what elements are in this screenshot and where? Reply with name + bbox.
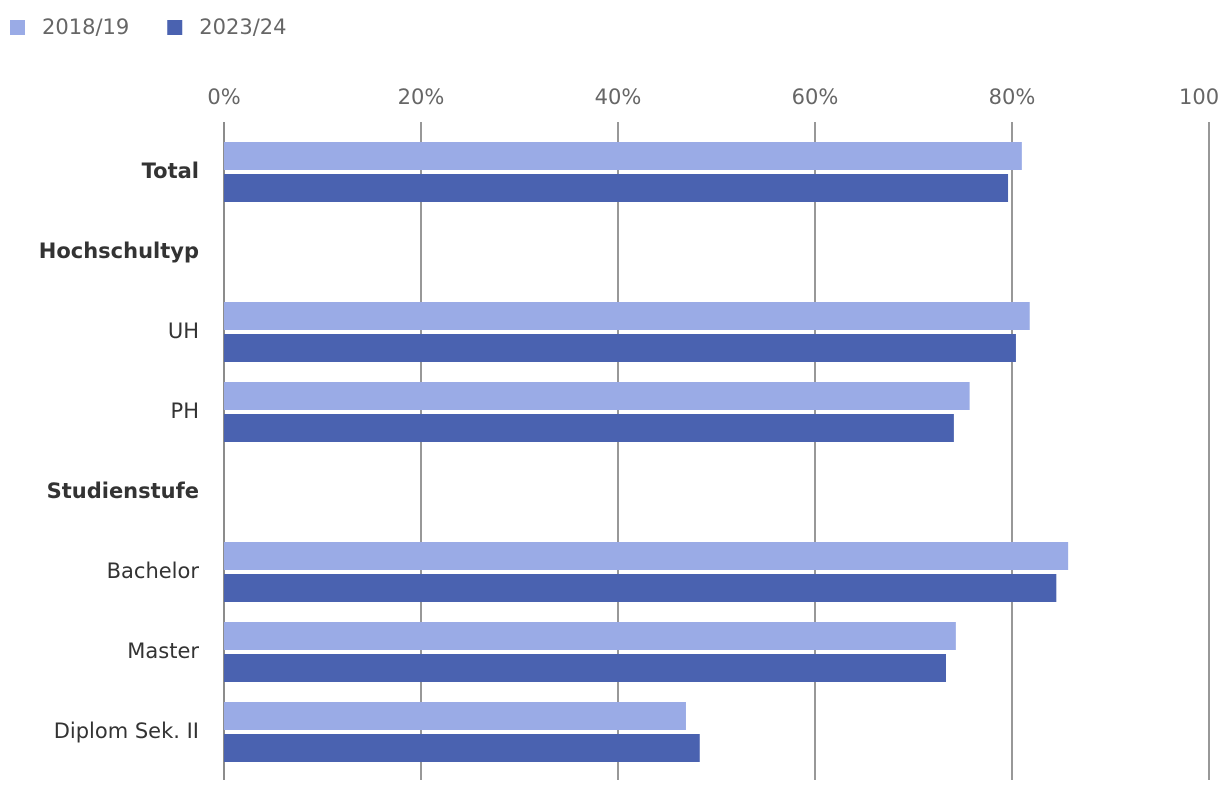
y-tick-label: Diplom Sek. II	[54, 719, 199, 743]
legend-swatch	[167, 20, 183, 35]
x-tick-label: 100%	[1179, 85, 1220, 109]
y-tick-label: Studienstufe	[47, 479, 199, 503]
legend-label: 2023/24	[199, 15, 286, 39]
bar	[224, 702, 686, 730]
bar	[224, 542, 1069, 570]
bar	[224, 302, 1030, 330]
legend-swatch	[10, 20, 25, 35]
x-tick-label: 0%	[207, 85, 240, 109]
legend-label: 2018/19	[42, 15, 129, 39]
y-tick-label: Hochschultyp	[39, 239, 199, 263]
y-tick-label: Master	[127, 639, 199, 663]
x-tick-label: 60%	[792, 85, 839, 109]
bar	[224, 654, 947, 682]
bar	[224, 382, 970, 410]
bar	[224, 142, 1022, 170]
x-tick-label: 20%	[398, 85, 445, 109]
x-tick-label: 40%	[595, 85, 642, 109]
y-tick-label: PH	[171, 399, 199, 423]
x-tick-label: 80%	[989, 85, 1036, 109]
y-tick-label: Bachelor	[107, 559, 200, 583]
bar	[224, 734, 700, 762]
y-tick-label: UH	[168, 319, 199, 343]
bar	[224, 174, 1009, 202]
y-tick-label: Total	[142, 159, 199, 183]
bar	[224, 414, 954, 442]
bar	[224, 622, 956, 650]
bar	[224, 574, 1057, 602]
bar	[224, 334, 1016, 362]
